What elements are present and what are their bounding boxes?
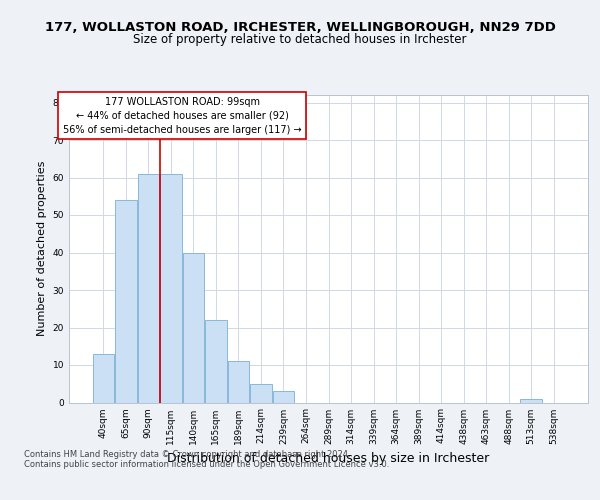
Text: Size of property relative to detached houses in Irchester: Size of property relative to detached ho…	[133, 34, 467, 46]
Y-axis label: Number of detached properties: Number of detached properties	[37, 161, 47, 336]
Text: 177, WOLLASTON ROAD, IRCHESTER, WELLINGBOROUGH, NN29 7DD: 177, WOLLASTON ROAD, IRCHESTER, WELLINGB…	[44, 21, 556, 34]
Text: 177 WOLLASTON ROAD: 99sqm
← 44% of detached houses are smaller (92)
56% of semi-: 177 WOLLASTON ROAD: 99sqm ← 44% of detac…	[63, 96, 301, 134]
X-axis label: Distribution of detached houses by size in Irchester: Distribution of detached houses by size …	[167, 452, 490, 465]
Bar	[137, 174, 159, 402]
Bar	[250, 384, 272, 402]
Bar	[520, 399, 542, 402]
Bar	[92, 354, 114, 403]
Bar	[273, 391, 294, 402]
Text: Contains HM Land Registry data © Crown copyright and database right 2024.
Contai: Contains HM Land Registry data © Crown c…	[24, 450, 389, 469]
Bar	[205, 320, 227, 402]
Bar	[160, 174, 182, 402]
Bar	[115, 200, 137, 402]
Bar	[182, 252, 204, 402]
Bar	[228, 361, 249, 403]
